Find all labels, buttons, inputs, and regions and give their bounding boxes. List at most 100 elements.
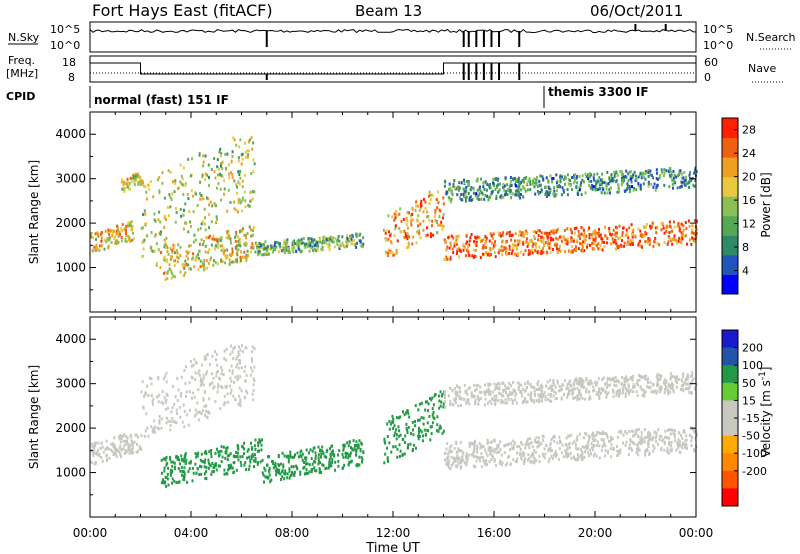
echo-cell	[331, 458, 334, 462]
echo-cell	[459, 459, 462, 463]
echo-cell	[635, 381, 638, 385]
echo-cell	[193, 233, 196, 237]
echo-cell	[345, 454, 348, 457]
echo-cell	[126, 439, 129, 443]
echo-cell	[355, 242, 358, 245]
echo-cell	[394, 445, 397, 449]
echo-cell	[693, 219, 696, 223]
echo-cell	[520, 233, 523, 237]
echo-cell	[565, 177, 568, 180]
echo-cell	[603, 191, 606, 195]
echo-cell	[575, 377, 578, 381]
echo-cell	[165, 392, 168, 396]
echo-cell	[258, 252, 261, 256]
echo-cell	[656, 241, 659, 245]
echo-cell	[321, 245, 324, 249]
echo-cell	[208, 203, 210, 207]
echo-cell	[510, 184, 513, 188]
echo-cell	[552, 177, 555, 180]
echo-cell	[233, 200, 235, 204]
echo-cell	[431, 396, 434, 400]
echo-cell	[346, 239, 349, 242]
echo-cell	[210, 455, 213, 459]
colorbar-segment	[722, 235, 738, 256]
echo-cell	[129, 176, 132, 180]
echo-cell	[264, 468, 267, 472]
echo-cell	[208, 176, 210, 180]
echo-cell	[243, 370, 246, 374]
echo-cell	[517, 385, 520, 389]
echo-cell	[153, 428, 156, 432]
echo-cell	[408, 415, 411, 419]
echo-cell	[398, 212, 401, 216]
echo-cell	[238, 353, 241, 357]
y-tick-label: 3000	[55, 377, 86, 391]
echo-cell	[618, 392, 621, 396]
echo-cell	[647, 182, 650, 186]
echo-cell	[615, 226, 618, 230]
echo-cell	[512, 439, 515, 443]
echo-cell	[589, 379, 592, 383]
echo-cell	[220, 164, 222, 168]
echo-cell	[587, 228, 590, 232]
echo-cell	[202, 197, 205, 201]
echo-cell	[410, 223, 413, 227]
echo-cell	[213, 157, 216, 160]
echo-cell	[335, 239, 338, 243]
echo-cell	[179, 163, 182, 167]
echo-cell	[431, 421, 434, 425]
echo-cell	[407, 245, 410, 249]
echo-cell	[202, 460, 205, 464]
echo-cell	[484, 235, 487, 239]
echo-cell	[575, 176, 578, 180]
echo-cell	[490, 440, 493, 444]
echo-cell	[647, 184, 650, 188]
velocity-colorbar-label: 100	[742, 359, 763, 372]
echo-cell	[343, 444, 346, 448]
echo-cell	[201, 175, 204, 179]
echo-cell	[631, 235, 634, 239]
echo-cell	[222, 445, 225, 449]
echo-cell	[514, 232, 517, 236]
echo-cell	[673, 432, 676, 436]
echo-cell	[486, 183, 489, 186]
echo-cell	[572, 455, 575, 459]
echo-cell	[625, 379, 628, 383]
echo-cell	[534, 438, 536, 442]
echo-cell	[344, 455, 347, 459]
echo-cell	[522, 462, 525, 466]
echo-cell	[492, 181, 494, 185]
echo-cell	[513, 389, 516, 393]
echo-cell	[538, 440, 540, 444]
colorbar-segment	[722, 382, 738, 401]
echo-cell	[261, 253, 264, 257]
echo-cell	[165, 398, 168, 402]
echo-cell	[489, 452, 492, 456]
echo-cell	[311, 239, 314, 243]
echo-cell	[485, 390, 488, 394]
echo-cell	[637, 243, 640, 247]
echo-cell	[592, 241, 595, 245]
echo-cell	[616, 449, 619, 453]
echo-cell	[170, 272, 173, 275]
echo-cell	[643, 440, 646, 444]
echo-cell	[547, 449, 550, 452]
echo-cell	[403, 236, 406, 239]
echo-cell	[496, 184, 499, 188]
echo-cell	[259, 244, 262, 248]
echo-cell	[663, 183, 666, 187]
echo-cell	[626, 183, 629, 187]
echo-cell	[591, 436, 594, 440]
echo-cell	[228, 163, 230, 167]
echo-cell	[641, 440, 644, 444]
echo-cell	[587, 390, 590, 394]
echo-cell	[447, 459, 450, 463]
echo-cell	[229, 253, 231, 257]
echo-cell	[454, 390, 457, 394]
echo-cell	[204, 413, 206, 417]
echo-cell	[212, 466, 215, 469]
echo-cell	[569, 452, 572, 456]
echo-cell	[576, 394, 579, 398]
echo-cell	[415, 200, 418, 204]
echo-cell	[399, 449, 402, 453]
